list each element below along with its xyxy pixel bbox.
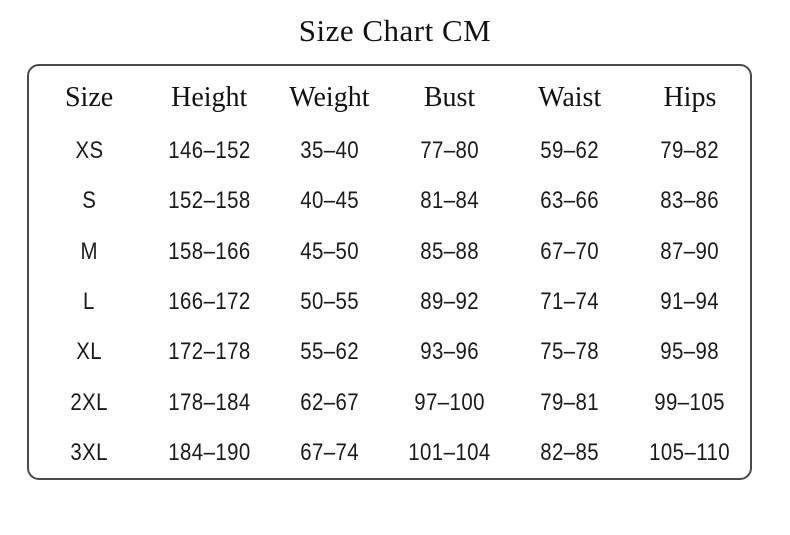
bust-value: 81–84 (420, 187, 479, 215)
hips-value: 99–105 (654, 388, 726, 416)
bust-value: 85–88 (420, 237, 479, 265)
height-value: 184–190 (168, 438, 251, 466)
weight-value: 50–55 (299, 287, 359, 315)
table-row-s: S 152–158 40–45 81–84 63–66 83–86 (29, 176, 750, 226)
weight-value: 45–50 (299, 237, 359, 265)
waist-value: 67–70 (540, 237, 600, 265)
waist-value: 79–81 (540, 388, 600, 416)
waist-value: 75–78 (540, 338, 600, 366)
waist-value: 82–85 (540, 438, 600, 466)
col-header-size: Size (64, 82, 114, 113)
bust-value: 77–80 (420, 137, 479, 165)
table-row-l: L 166–172 50–55 89–92 71–74 91–94 (29, 277, 750, 327)
col-header-weight: Weight (289, 82, 370, 113)
table-row-2xl: 2XL 178–184 62–67 97–100 79–81 99–105 (29, 377, 750, 427)
waist-value: 63–66 (540, 187, 600, 215)
page-title: Size Chart CM (298, 13, 492, 48)
size-label: XS (75, 137, 104, 165)
bust-value: 89–92 (420, 287, 479, 315)
weight-value: 62–67 (299, 388, 359, 416)
bust-value: 93–96 (420, 338, 479, 366)
height-value: 146–152 (168, 137, 251, 165)
col-header-waist: Waist (538, 82, 602, 113)
height-value: 158–166 (168, 237, 251, 265)
bust-value: 101–104 (408, 438, 491, 466)
waist-value: 71–74 (540, 287, 600, 315)
hips-value: 79–82 (660, 137, 720, 165)
table-row-m: M 158–166 45–50 85–88 67–70 87–90 (29, 227, 750, 277)
height-value: 172–178 (168, 338, 251, 366)
height-value: 178–184 (168, 388, 251, 416)
size-chart-table: Size Height Weight Bust Waist Hips XS 14… (29, 66, 750, 478)
hips-value: 105–110 (649, 438, 731, 466)
size-label: 2XL (70, 388, 108, 416)
weight-value: 35–40 (299, 137, 359, 165)
size-label: XL (76, 338, 102, 366)
weight-value: 55–62 (299, 338, 359, 366)
hips-value: 95–98 (660, 338, 720, 366)
size-chart-box: Size Height Weight Bust Waist Hips XS 14… (27, 64, 752, 480)
hips-value: 91–94 (660, 287, 720, 315)
bust-value: 97–100 (414, 388, 485, 416)
weight-value: 40–45 (299, 187, 359, 215)
size-label: 3XL (70, 438, 108, 466)
hips-value: 83–86 (660, 187, 720, 215)
height-value: 152–158 (168, 187, 251, 215)
height-value: 166–172 (168, 287, 251, 315)
col-header-bust: Bust (423, 82, 476, 113)
col-header-height: Height (171, 82, 248, 113)
size-label: S (82, 187, 97, 215)
hips-value: 87–90 (660, 237, 720, 265)
table-row-3xl: 3XL 184–190 67–74 101–104 82–85 105–110 (29, 428, 750, 478)
size-label: L (83, 287, 95, 315)
table-header-row: Size Height Weight Bust Waist Hips (29, 66, 750, 126)
size-label: M (80, 237, 98, 265)
table-row-xs: XS 146–152 35–40 77–80 59–62 79–82 (29, 126, 750, 176)
col-header-hips: Hips (663, 82, 717, 113)
table-row-xl: XL 172–178 55–62 93–96 75–78 95–98 (29, 327, 750, 377)
waist-value: 59–62 (540, 137, 600, 165)
weight-value: 67–74 (299, 438, 359, 466)
